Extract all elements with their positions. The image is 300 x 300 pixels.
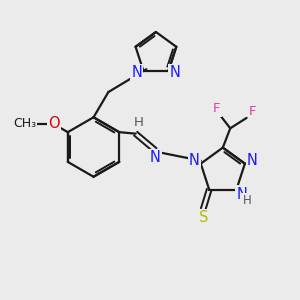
Text: S: S xyxy=(199,210,208,225)
Text: H: H xyxy=(134,116,143,129)
Text: CH₃: CH₃ xyxy=(13,118,36,130)
Text: O: O xyxy=(48,116,59,131)
Text: N: N xyxy=(169,65,181,80)
Text: N: N xyxy=(189,153,200,168)
Text: F: F xyxy=(249,106,256,118)
Text: N: N xyxy=(236,187,247,202)
Text: N: N xyxy=(247,153,258,168)
Text: H: H xyxy=(243,194,252,207)
Text: F: F xyxy=(213,103,220,116)
Text: N: N xyxy=(131,65,142,80)
Text: N: N xyxy=(149,150,161,165)
